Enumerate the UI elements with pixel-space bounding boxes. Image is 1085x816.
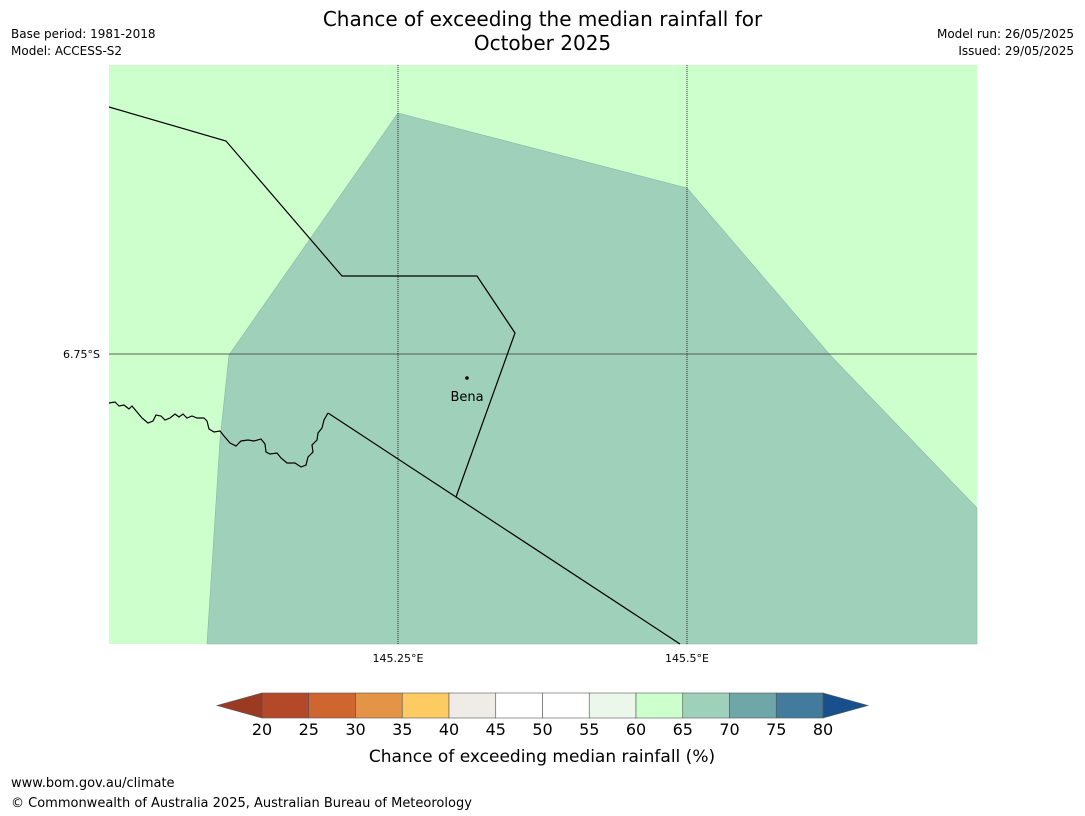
colorbar-segment [775, 692, 824, 719]
model-run: Model run: 26/05/2025 [936, 27, 1074, 41]
base-period: Base period: 1981-2018 [11, 27, 156, 41]
colorbar-tick-label: 40 [439, 720, 459, 739]
colorbar-tick-label: 55 [579, 720, 599, 739]
bena-label: Bena [450, 390, 483, 405]
province-boundary-south [327, 412, 681, 645]
title-line-1: Chance of exceeding the median rainfall … [322, 7, 763, 31]
colorbar-tick-label: 20 [252, 720, 272, 739]
colorbar-tick-label: 70 [719, 720, 739, 739]
model-name: Model: ACCESS-S2 [11, 44, 123, 58]
map-title: Chance of exceeding the median rainfall … [0, 7, 1085, 55]
colorbar-extend-low [215, 692, 263, 719]
colorbar-tick-label: 35 [392, 720, 412, 739]
colorbar-segment [682, 692, 730, 719]
issued-date: Issued: 29/05/2025 [958, 44, 1074, 58]
colorbar-tick-label: 25 [299, 720, 319, 739]
river-boundary [108, 401, 329, 468]
latitude-label: 6.75°S [63, 348, 100, 361]
colorbar-label: Chance of exceeding median rainfall (%) [369, 747, 715, 767]
colorbar-segment [495, 692, 543, 719]
footer-copyright: © Commonwealth of Australia 2025, Austra… [11, 796, 472, 811]
longitude-label-145-5: 145.5°E [665, 652, 709, 665]
colorbar-segment [588, 692, 637, 719]
longitude-label-145-25: 145.25°E [373, 652, 424, 665]
colorbar-segment [401, 692, 450, 719]
colorbar-tick-label: 60 [626, 720, 646, 739]
colorbar-tick-label: 75 [766, 720, 786, 739]
meta-right: Model run: 26/05/2025 Issued: 29/05/2025 [937, 26, 1074, 60]
bena-marker [465, 376, 469, 380]
colorbar-tick-label: 65 [673, 720, 693, 739]
colorbar-segment [542, 692, 590, 719]
colorbar-segment [729, 692, 777, 719]
title-line-2: October 2025 [473, 31, 612, 55]
colorbar-segment [635, 692, 684, 719]
province-boundary-north [108, 106, 516, 498]
colorbar-tick-label: 45 [486, 720, 506, 739]
colorbar-tick-label: 30 [345, 720, 365, 739]
colorbar-tick-label: 80 [813, 720, 833, 739]
colorbar-segment [355, 692, 403, 719]
colorbar-segment [308, 692, 356, 719]
forecast-region [206, 112, 978, 645]
footer-url: www.bom.gov.au/climate [11, 776, 175, 791]
colorbar: 20 25 30 35 40 45 50 55 60 65 70 75 80 [215, 692, 870, 739]
colorbar-segment [448, 692, 497, 719]
colorbar-extend-high [822, 692, 870, 719]
colorbar-tick-label: 50 [532, 720, 552, 739]
colorbar-segment [261, 692, 310, 719]
meta-left: Base period: 1981-2018 Model: ACCESS-S2 [11, 26, 156, 60]
